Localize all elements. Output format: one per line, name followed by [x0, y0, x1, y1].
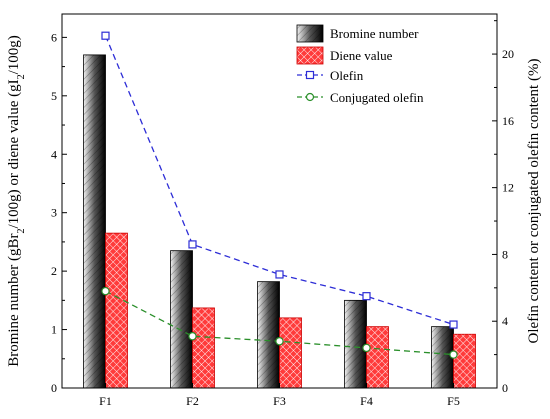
y-right-tick-label: 0	[502, 381, 508, 395]
lines-group	[101, 31, 458, 359]
x-tick-label-f1: F1	[99, 394, 112, 408]
legend-swatch-diene	[296, 46, 324, 65]
x-tick-label-f2: F2	[186, 394, 199, 408]
y-left-tick-label: 0	[51, 381, 57, 395]
bar-diene-f3	[279, 317, 302, 389]
bar-bromine-hatch-f4	[344, 300, 367, 388]
point-conjugated-olefin-f4	[362, 343, 371, 353]
point-olefin-f2	[188, 240, 197, 249]
y-left-tick-label: 3	[51, 206, 57, 220]
bar-diene-f5	[453, 333, 476, 389]
x-tick-label-f3: F3	[273, 394, 286, 408]
bar-bromine-hatch-f3	[257, 281, 280, 388]
legend-marker-olefin	[305, 70, 315, 80]
y-right-tick-label: 4	[502, 314, 508, 328]
bar-diene-f4	[366, 326, 389, 389]
bar-bromine-hatch-f1	[83, 54, 106, 388]
y-right-tick-label: 12	[502, 181, 514, 195]
legend-label-bromine: Bromine number	[330, 26, 419, 41]
y-left-tick-label: 6	[51, 30, 57, 44]
y-axis-right-label: Olefin content or conjugated olefin cont…	[526, 59, 542, 344]
y-right-tick-label: 20	[502, 47, 514, 61]
point-olefin-f5	[449, 320, 458, 329]
point-olefin-f3	[275, 270, 284, 279]
legend-swatch-bromine-hatch	[297, 25, 323, 42]
legend-label-olefin: Olefin	[330, 68, 364, 83]
y-left-tick-label: 4	[51, 147, 57, 161]
y-axis-left-label: Bromine number (gBr2/100g) or diene valu…	[6, 35, 27, 367]
legend: Bromine number Diene value Olefin Conjug…	[296, 24, 424, 105]
x-tick-label-f5: F5	[447, 394, 460, 408]
bar-diene-f2	[192, 307, 215, 389]
point-conjugated-olefin-f1	[101, 286, 110, 296]
y-left-tick-label: 5	[51, 89, 57, 103]
bar-bromine-hatch-f2	[170, 250, 193, 388]
point-conjugated-olefin-f2	[188, 332, 197, 341]
point-conjugated-olefin-f5	[449, 350, 458, 359]
legend-label-conjugated: Conjugated olefin	[330, 90, 424, 105]
point-olefin-f4	[362, 292, 371, 301]
point-conjugated-olefin-f3	[275, 337, 284, 346]
bar-bromine-hatch-f5	[431, 326, 454, 388]
x-tick-label-f4: F4	[360, 394, 373, 408]
y-right-tick-label: 8	[502, 247, 508, 261]
y-left-tick-label: 1	[51, 323, 57, 337]
y-right-tick-label: 16	[502, 114, 514, 128]
bar-diene-f1	[105, 232, 128, 389]
point-olefin-f1	[101, 31, 110, 40]
line-olefin	[104, 35, 454, 326]
y-left-tick-label: 2	[51, 264, 57, 278]
legend-label-diene: Diene value	[330, 48, 393, 63]
legend-marker-conjugated	[305, 92, 315, 102]
